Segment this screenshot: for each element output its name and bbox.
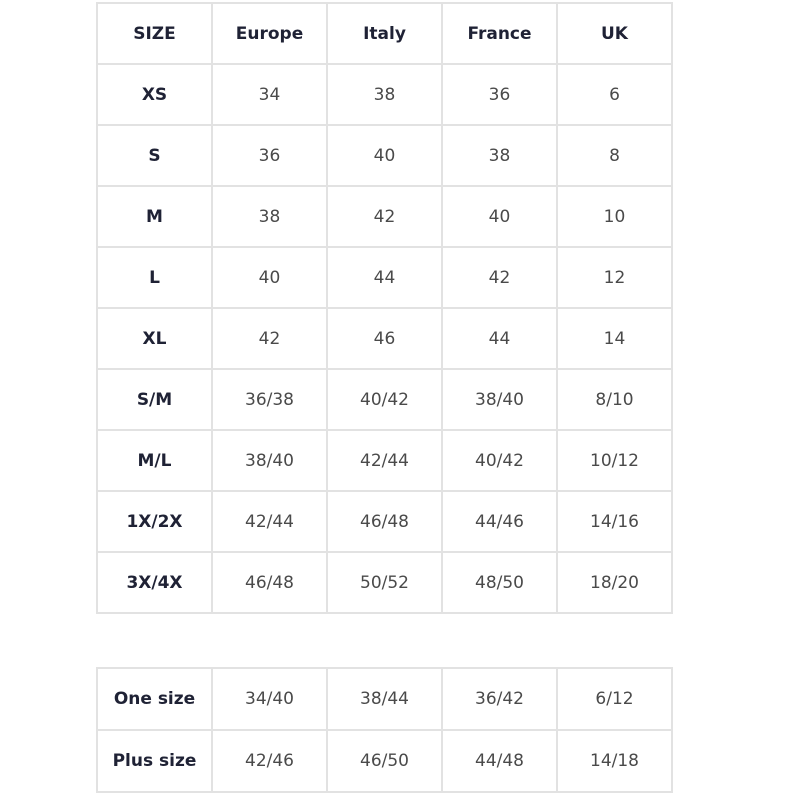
table-row: Plus size 42/46 46/50 44/48 14/18 [96, 729, 673, 793]
size-value-cell: 48/50 [441, 551, 558, 614]
size-value-cell: 40 [441, 185, 558, 248]
size-value-cell: 40 [211, 246, 328, 309]
size-value-cell: 36/42 [441, 667, 558, 731]
size-value-cell: 44 [326, 246, 443, 309]
size-value-cell: 38 [441, 124, 558, 187]
one-plus-size-table: One size 34/40 38/44 36/42 6/12 Plus size 42/4… [96, 667, 673, 793]
table-row: S/M 36/38 40/42 38/40 8/10 [96, 368, 673, 431]
size-value-cell: 18/20 [556, 551, 673, 614]
size-value-cell: 44/48 [441, 729, 558, 793]
size-value-cell: 14/16 [556, 490, 673, 553]
size-value-cell: 38/40 [211, 429, 328, 492]
size-value-cell: 34 [211, 63, 328, 126]
size-conversion-table: SIZE Europe Italy France UK XS 34 38 36 6 S 36 40 38 8… [96, 2, 673, 614]
size-value-cell: 14/18 [556, 729, 673, 793]
size-value-cell: 42/44 [211, 490, 328, 553]
table-row: XL 42 46 44 14 [96, 307, 673, 370]
size-label-cell: XS [96, 63, 213, 126]
size-value-cell: 38/44 [326, 667, 443, 731]
table-row: L 40 44 42 12 [96, 246, 673, 309]
size-value-cell: 42 [326, 185, 443, 248]
table-row: 3X/4X 46/48 50/52 48/50 18/20 [96, 551, 673, 614]
size-label-cell: XL [96, 307, 213, 370]
size-value-cell: 38 [211, 185, 328, 248]
size-value-cell: 6/12 [556, 667, 673, 731]
size-label-cell: M/L [96, 429, 213, 492]
table-row: XS 34 38 36 6 [96, 63, 673, 126]
column-header: France [441, 2, 558, 65]
size-value-cell: 40 [326, 124, 443, 187]
size-label-cell: S/M [96, 368, 213, 431]
size-value-cell: 36 [211, 124, 328, 187]
column-header: Europe [211, 2, 328, 65]
size-value-cell: 42 [211, 307, 328, 370]
size-value-cell: 14 [556, 307, 673, 370]
size-value-cell: 10 [556, 185, 673, 248]
size-value-cell: 10/12 [556, 429, 673, 492]
column-header: SIZE [96, 2, 213, 65]
size-value-cell: 50/52 [326, 551, 443, 614]
size-value-cell: 42/46 [211, 729, 328, 793]
table-row: M/L 38/40 42/44 40/42 10/12 [96, 429, 673, 492]
size-label-cell: M [96, 185, 213, 248]
size-value-cell: 12 [556, 246, 673, 309]
size-value-cell: 46 [326, 307, 443, 370]
size-value-cell: 38/40 [441, 368, 558, 431]
size-value-cell: 38 [326, 63, 443, 126]
table-row: M 38 42 40 10 [96, 185, 673, 248]
column-header: UK [556, 2, 673, 65]
header-row: SIZE Europe Italy France UK [96, 2, 673, 65]
size-value-cell: 8 [556, 124, 673, 187]
size-value-cell: 46/48 [326, 490, 443, 553]
size-label-cell: 3X/4X [96, 551, 213, 614]
size-value-cell: 36 [441, 63, 558, 126]
size-value-cell: 40/42 [441, 429, 558, 492]
table-row: S 36 40 38 8 [96, 124, 673, 187]
size-value-cell: 42 [441, 246, 558, 309]
table-row: One size 34/40 38/44 36/42 6/12 [96, 667, 673, 731]
size-value-cell: 6 [556, 63, 673, 126]
size-value-cell: 46/48 [211, 551, 328, 614]
size-value-cell: 8/10 [556, 368, 673, 431]
size-value-cell: 40/42 [326, 368, 443, 431]
size-value-cell: 34/40 [211, 667, 328, 731]
size-label-cell: S [96, 124, 213, 187]
column-header: Italy [326, 2, 443, 65]
size-label-cell: 1X/2X [96, 490, 213, 553]
size-value-cell: 44/46 [441, 490, 558, 553]
size-value-cell: 42/44 [326, 429, 443, 492]
size-label-cell: Plus size [96, 729, 213, 793]
size-value-cell: 36/38 [211, 368, 328, 431]
size-value-cell: 44 [441, 307, 558, 370]
size-label-cell: L [96, 246, 213, 309]
table-row: 1X/2X 42/44 46/48 44/46 14/16 [96, 490, 673, 553]
size-value-cell: 46/50 [326, 729, 443, 793]
size-label-cell: One size [96, 667, 213, 731]
